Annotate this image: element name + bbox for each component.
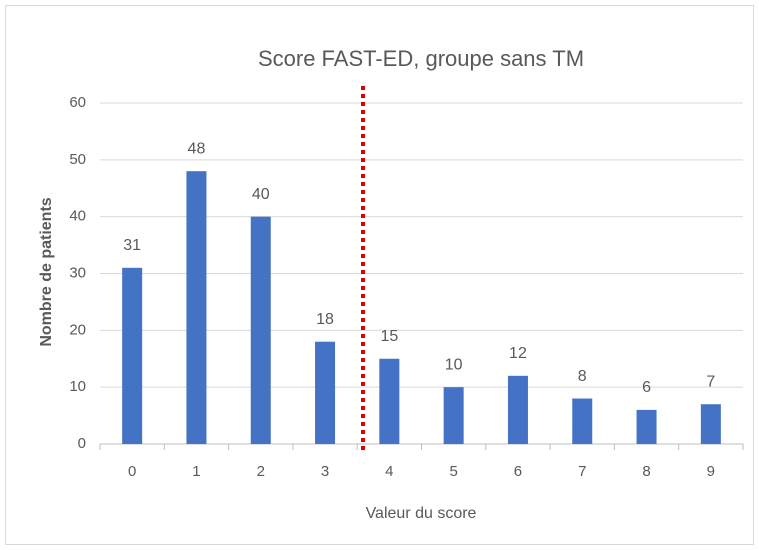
y-tick-label: 20: [69, 321, 86, 338]
x-tick-label: 8: [642, 463, 650, 480]
x-tick-label: 4: [385, 463, 393, 480]
data-label: 6: [642, 379, 651, 396]
chart-border: [5, 5, 754, 545]
bar: [636, 409, 657, 444]
data-label: 7: [706, 373, 715, 390]
y-axis-label: Nombre de patients: [38, 197, 55, 346]
bar: [507, 375, 528, 444]
x-tick-label: 0: [128, 463, 136, 480]
data-label: 8: [578, 368, 587, 385]
y-tick-label: 10: [69, 378, 86, 395]
y-tick-label: 60: [69, 94, 86, 111]
x-tick-label: 9: [707, 463, 715, 480]
bar: [443, 387, 464, 444]
bar: [700, 404, 721, 444]
x-tick-label: 1: [192, 463, 200, 480]
plot-area: 0 10 20 30 40 50 60 0 31 1 48 2 40 3 18 4 15 5 10 6 12 7 8 8 6 9 7: [69, 94, 744, 480]
x-tick-label: 7: [578, 463, 586, 480]
data-label: 40: [252, 186, 270, 203]
data-label: 48: [188, 140, 206, 157]
data-label: 15: [380, 328, 398, 345]
y-tick-label: 40: [69, 208, 86, 225]
data-label: 12: [509, 345, 527, 362]
bar: [572, 398, 593, 444]
y-tick-label: 30: [69, 264, 86, 281]
x-tick-label: 3: [321, 463, 329, 480]
bar: [122, 267, 143, 444]
bar: [186, 171, 207, 444]
data-label: 10: [445, 356, 463, 373]
chart-title: Score FAST-ED, groupe sans TM: [258, 46, 584, 71]
bar: [250, 216, 271, 444]
x-tick-label: 6: [514, 463, 522, 480]
y-tick-label: 0: [78, 435, 86, 452]
bar: [315, 341, 336, 444]
bar: [379, 358, 400, 444]
data-label: 31: [123, 237, 141, 254]
x-tick-label: 2: [257, 463, 265, 480]
x-axis-label: Valeur du score: [366, 505, 477, 522]
y-tick-label: 50: [69, 151, 86, 168]
data-label: 18: [316, 311, 334, 328]
x-tick-label: 5: [449, 463, 457, 480]
